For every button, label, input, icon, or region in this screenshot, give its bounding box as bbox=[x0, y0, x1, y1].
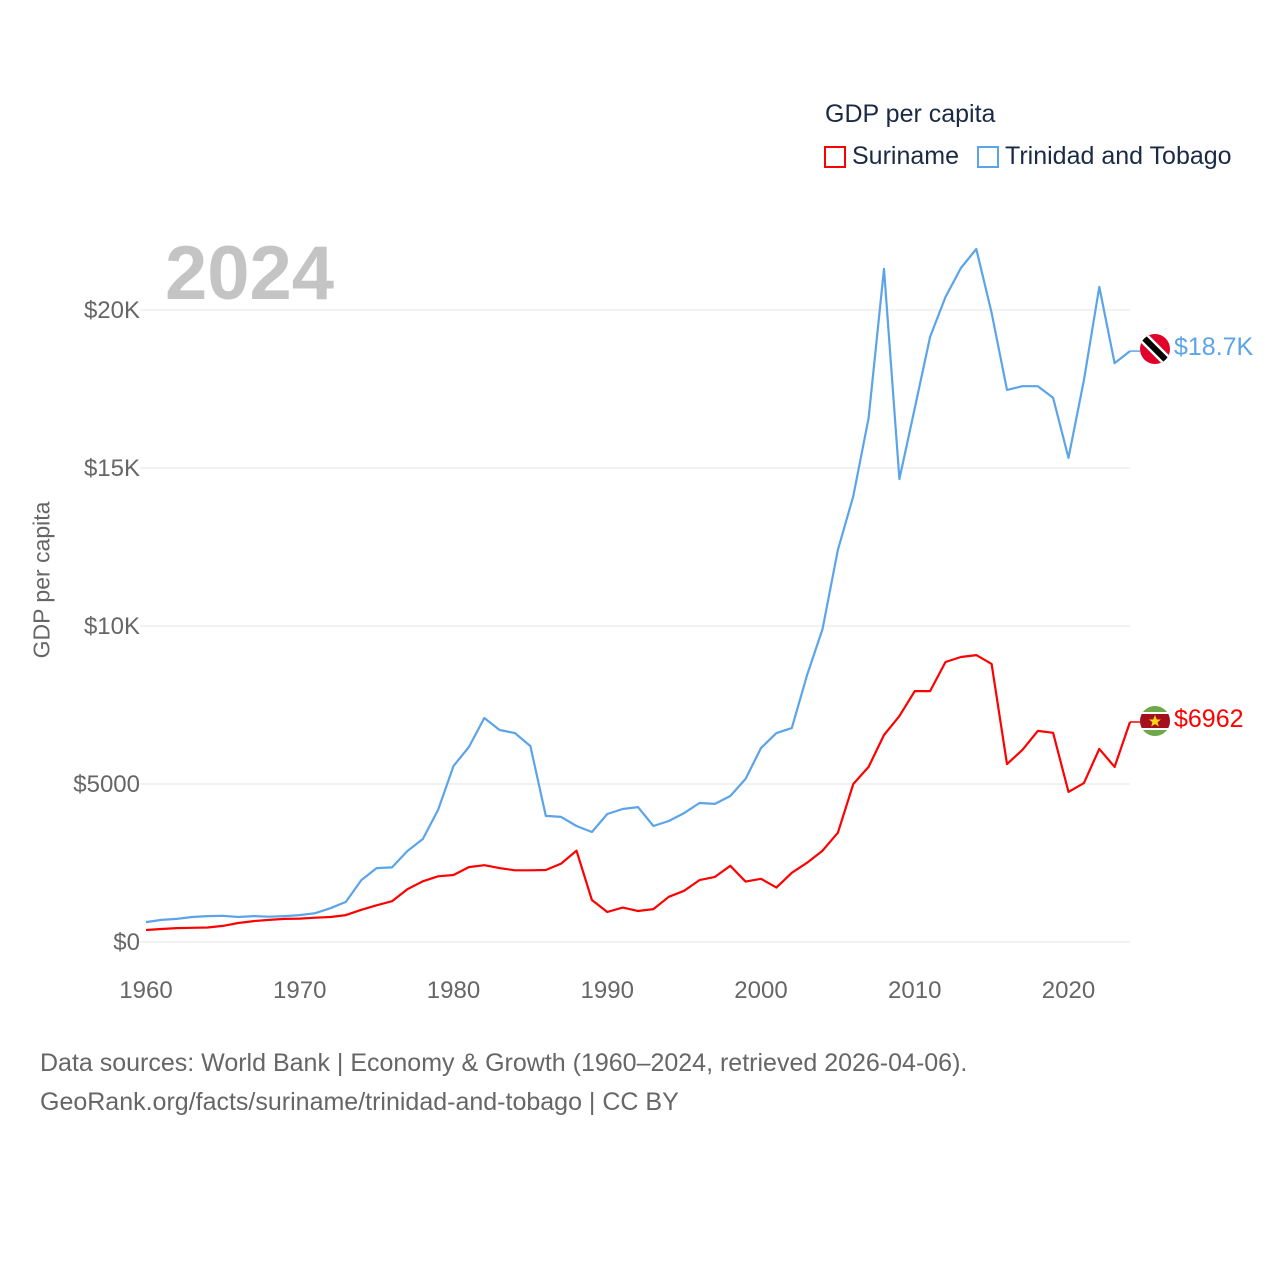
legend: Suriname Trinidad and Tobago bbox=[824, 142, 1232, 171]
x-tick-label: 1960 bbox=[119, 977, 172, 1004]
y-tick-label: $10K bbox=[84, 613, 140, 640]
legend-item-suriname[interactable]: Suriname bbox=[824, 142, 959, 171]
x-tick-label: 2010 bbox=[888, 977, 941, 1004]
footer-link[interactable]: GeoRank.org/facts/suriname/trinidad-and-… bbox=[40, 1088, 679, 1116]
x-tick-label: 1980 bbox=[427, 977, 480, 1004]
series-line-trinidad-and-tobago bbox=[145, 247, 1131, 924]
footer: Data sources: World Bank | Economy & Gro… bbox=[40, 1044, 967, 1122]
legend-item-trinidad-and-tobago[interactable]: Trinidad and Tobago bbox=[977, 142, 1232, 171]
legend-title: GDP per capita bbox=[825, 100, 996, 128]
end-label-suriname: $6962 bbox=[1174, 705, 1244, 733]
end-label-trinidad-and-tobago: $18.7K bbox=[1174, 333, 1254, 361]
trinidad-and-tobago-flag-icon bbox=[1140, 334, 1170, 364]
footer-sources: Data sources: World Bank | Economy & Gro… bbox=[40, 1049, 968, 1077]
x-tick-label: 1970 bbox=[273, 977, 326, 1004]
y-tick-label: $15K bbox=[84, 455, 140, 482]
x-tick-label: 1990 bbox=[581, 977, 634, 1004]
legend-swatch-trinidad-and-tobago bbox=[977, 145, 999, 168]
series-line-suriname bbox=[145, 653, 1132, 932]
y-tick-label: $5000 bbox=[73, 771, 140, 798]
x-tick-label: 2020 bbox=[1042, 977, 1095, 1004]
x-tick-label: 2000 bbox=[734, 977, 787, 1004]
y-tick-label: $0 bbox=[113, 929, 140, 956]
suriname-flag-icon bbox=[1140, 706, 1170, 736]
current-year-label: 2024 bbox=[165, 231, 335, 316]
legend-label-trinidad-and-tobago: Trinidad and Tobago bbox=[1005, 142, 1232, 170]
y-tick-label: $20K bbox=[84, 297, 140, 324]
legend-label-suriname: Suriname bbox=[852, 142, 959, 170]
y-axis-label: GDP per capita bbox=[28, 501, 55, 659]
legend-swatch-suriname bbox=[824, 145, 846, 168]
